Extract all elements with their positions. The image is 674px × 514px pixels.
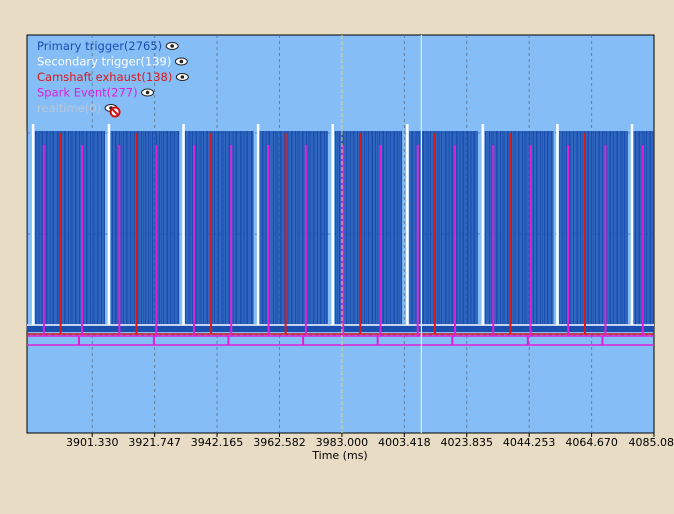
legend-entry-label: Spark Event(277) [37,86,138,100]
legend: Primary trigger(2765) Secondary trigger(1… [37,39,189,118]
x-tick-label: 3921.747 [128,436,181,449]
x-tick-label: 3901.330 [66,436,119,449]
legend-entry-label: realtime(0) [37,101,101,115]
cursor-lines [341,35,422,433]
x-tick-label: 4085.08 [629,436,674,449]
eye-icon[interactable] [141,88,155,97]
eye-icon-pupil [145,90,150,95]
eye-icon-pupil [179,59,184,64]
x-tick-label: 4003.418 [378,436,431,449]
x-tick-label: 4064.670 [565,436,618,449]
eye-icon[interactable] [165,42,179,50]
eye-icon-pupil [180,75,185,79]
secondary-trigger-series [27,124,654,326]
x-axis-title: Time (ms) [311,449,367,462]
legend-entry-label: Secondary trigger(139) [37,55,171,69]
eye-icon[interactable] [175,73,189,81]
eye-icon-pupil [170,44,174,48]
primary-trigger-series [26,131,654,332]
camshaft-exhaust-series [27,133,654,335]
x-tick-label: 3942.165 [191,436,244,449]
x-tick-label: 4044.253 [503,436,556,449]
x-tick-label: 4023.835 [441,436,494,449]
eye-hidden-icon[interactable] [104,104,121,118]
eye-icon[interactable] [174,57,188,66]
hidden-badge-slash [111,108,119,116]
spark-event-series [27,145,654,346]
legend-entry-label: Primary trigger(2765) [37,39,162,53]
x-tick-label: 3962.582 [253,436,306,449]
x-axis-ticks: 3901.330 3921.747 3942.165 3962.582 3983.000… [66,433,674,449]
x-tick-label: 3983.000 [316,436,369,449]
legend-entry-label: Camshaft exhaust(138) [37,70,172,84]
